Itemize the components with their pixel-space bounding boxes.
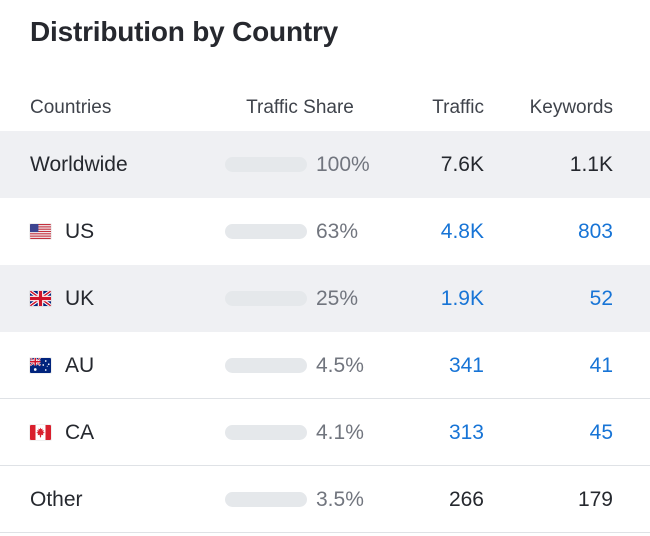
country-table-body: Worldwide 100% 7.6K 1.1K US 63% 4.8K 803… xyxy=(0,131,650,533)
keywords-link[interactable]: 45 xyxy=(589,420,613,444)
traffic-share-value: 100% xyxy=(316,152,370,176)
column-header-traffic-share: Traffic Share xyxy=(246,97,354,118)
traffic-link[interactable]: 4.8K xyxy=(440,219,484,243)
country-label: US xyxy=(65,219,95,243)
traffic-share-bar xyxy=(225,291,307,306)
traffic-link[interactable]: 341 xyxy=(448,353,484,377)
country-row: UK 25% 1.9K 52 xyxy=(0,265,650,332)
traffic-share-value: 3.5% xyxy=(316,487,364,511)
traffic-value: 7.6K xyxy=(440,152,484,176)
country-label: AU xyxy=(65,353,95,377)
keywords-link[interactable]: 41 xyxy=(589,353,613,377)
country-row: Worldwide 100% 7.6K 1.1K xyxy=(0,131,650,198)
traffic-share-bar xyxy=(225,358,307,373)
keywords-link[interactable]: 52 xyxy=(589,286,613,310)
page-title: Distribution by Country xyxy=(30,16,339,47)
country-cell: CA xyxy=(30,421,225,445)
traffic-share-value: 4.5% xyxy=(316,353,364,377)
traffic-share-cell: 63% xyxy=(225,220,375,244)
traffic-share-bar xyxy=(225,492,307,507)
country-cell: UK xyxy=(30,287,225,311)
keywords-value: 179 xyxy=(577,487,613,511)
country-row: US 63% 4.8K 803 xyxy=(0,198,650,265)
traffic-share-value: 63% xyxy=(316,219,359,243)
us-flag-icon xyxy=(30,224,51,239)
traffic-value: 266 xyxy=(448,487,484,511)
column-header-countries: Countries xyxy=(30,97,112,118)
traffic-link[interactable]: 1.9K xyxy=(440,286,484,310)
country-label: Other xyxy=(30,487,83,511)
traffic-share-cell: 4.1% xyxy=(225,421,375,445)
country-label: Worldwide xyxy=(30,152,128,176)
country-cell: AU xyxy=(30,354,225,378)
table-header-row: Countries Traffic Share Traffic Keywords xyxy=(0,85,650,131)
traffic-link[interactable]: 313 xyxy=(448,420,484,444)
au-flag-icon xyxy=(30,358,51,373)
column-header-keywords: Keywords xyxy=(529,97,613,118)
traffic-share-bar xyxy=(225,157,307,172)
traffic-share-cell: 3.5% xyxy=(225,488,375,512)
uk-flag-icon xyxy=(30,291,51,306)
keywords-link[interactable]: 803 xyxy=(577,219,613,243)
country-label: UK xyxy=(65,286,95,310)
country-row: Other 3.5% 266 179 xyxy=(0,466,650,533)
traffic-share-cell: 25% xyxy=(225,287,375,311)
traffic-share-bar xyxy=(225,224,307,239)
traffic-share-cell: 4.5% xyxy=(225,354,375,378)
country-cell: Worldwide xyxy=(30,153,225,177)
ca-flag-icon xyxy=(30,425,51,440)
column-header-traffic: Traffic xyxy=(432,97,484,118)
country-cell: US xyxy=(30,220,225,244)
keywords-value: 1.1K xyxy=(569,152,613,176)
country-cell: Other xyxy=(30,488,225,512)
traffic-share-value: 25% xyxy=(316,286,359,310)
country-row: CA 4.1% 313 45 xyxy=(0,399,650,466)
traffic-share-cell: 100% xyxy=(225,153,375,177)
traffic-share-bar xyxy=(225,425,307,440)
country-label: CA xyxy=(65,420,95,444)
traffic-share-value: 4.1% xyxy=(316,420,364,444)
country-row: AU 4.5% 341 41 xyxy=(0,332,650,399)
